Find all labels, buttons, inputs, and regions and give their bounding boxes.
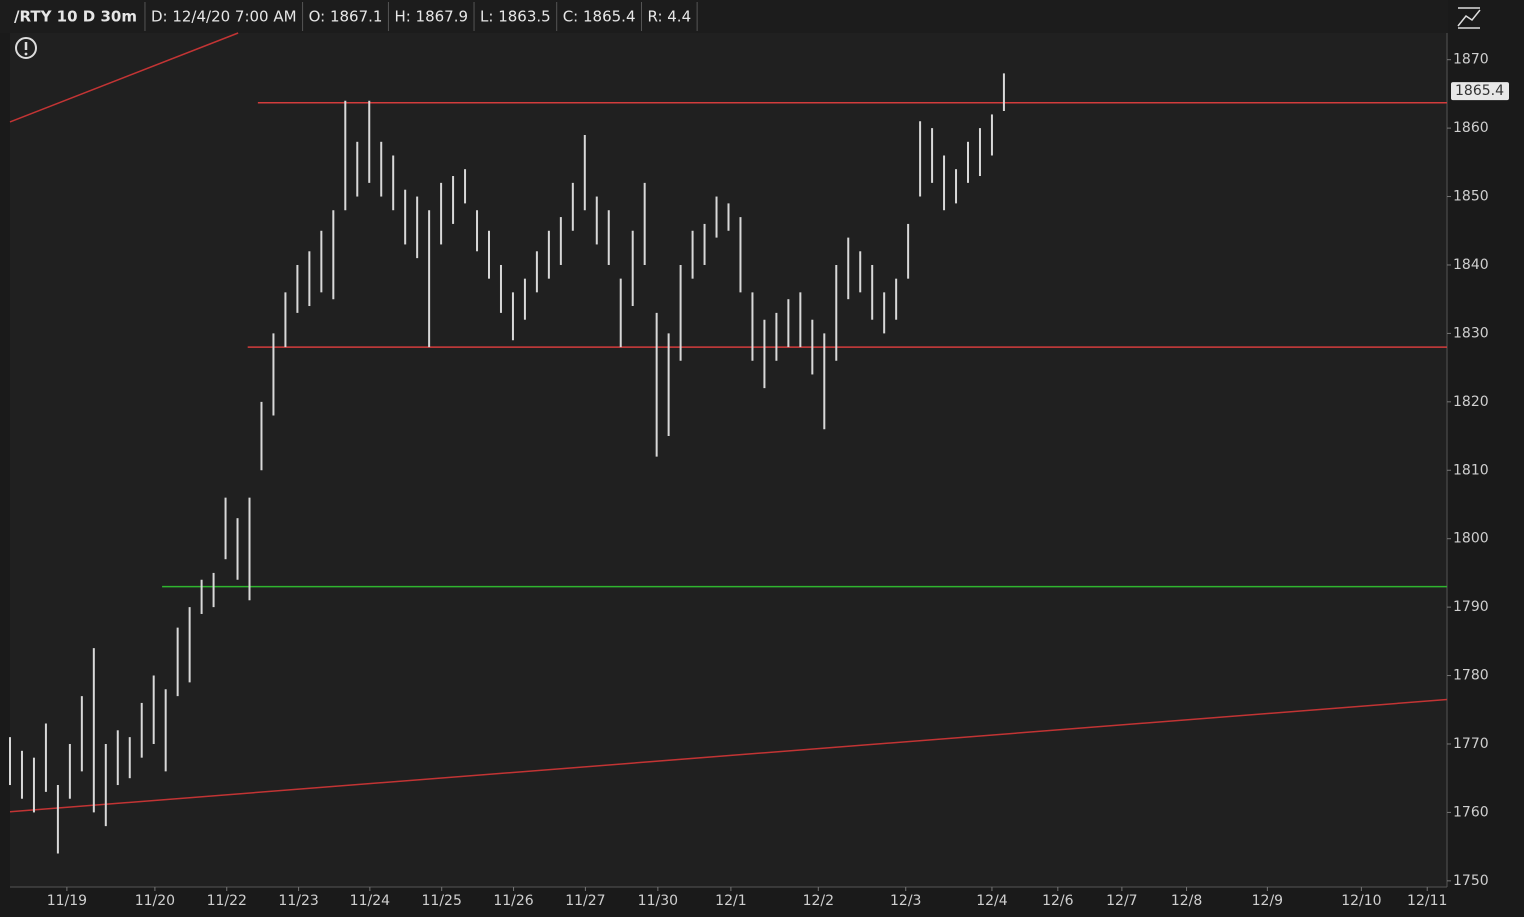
x-tick-label: 12/11 xyxy=(1407,893,1447,909)
header-info: R: 4.4 xyxy=(647,8,691,26)
y-tick-label: 1860 xyxy=(1453,120,1489,136)
x-tick-label: 12/4 xyxy=(976,893,1008,909)
style-icon[interactable] xyxy=(1457,7,1481,29)
header-info: D: 12/4/20 7:00 AM xyxy=(151,8,297,26)
y-tick-label: 1790 xyxy=(1453,599,1489,615)
x-tick-label: 12/10 xyxy=(1341,893,1381,909)
header-bar xyxy=(0,0,1448,33)
x-tick-label: 11/26 xyxy=(493,893,533,909)
x-tick-label: 12/7 xyxy=(1106,893,1137,909)
symbol: /RTY 10 D 30m xyxy=(14,8,137,26)
x-tick-label: 11/20 xyxy=(135,893,175,909)
last-price-box xyxy=(1451,82,1509,101)
study-line xyxy=(9,698,1448,813)
x-tick-label: 11/19 xyxy=(47,893,87,909)
alert-dot xyxy=(24,52,28,56)
x-tick-label: 12/6 xyxy=(1042,893,1074,909)
header-info: H: 1867.9 xyxy=(394,8,468,26)
x-tick-label: 12/9 xyxy=(1252,893,1283,909)
y-tick-label: 1780 xyxy=(1453,668,1489,684)
y-tick-label: 1760 xyxy=(1453,804,1489,820)
x-tick-label: 12/3 xyxy=(890,893,921,909)
x-tick-label: 12/2 xyxy=(803,893,834,909)
y-tick-label: 1750 xyxy=(1453,873,1489,889)
y-tick-label: 1850 xyxy=(1453,189,1489,205)
x-tick-label: 11/22 xyxy=(207,893,247,909)
y-tick-label: 1830 xyxy=(1453,325,1489,341)
y-tick-label: 1820 xyxy=(1453,394,1489,410)
y-tick-label: 1800 xyxy=(1453,531,1489,547)
header-info: C: 1865.4 xyxy=(563,8,636,26)
alert-icon[interactable] xyxy=(15,37,37,59)
x-tick-label: 11/24 xyxy=(350,893,390,909)
x-tick-label: 12/8 xyxy=(1171,893,1202,909)
x-tick-label: 12/1 xyxy=(715,893,746,909)
x-tick-label: 11/27 xyxy=(565,893,605,909)
y-tick-label: 1840 xyxy=(1453,257,1489,273)
y-tick-label: 1770 xyxy=(1453,736,1489,752)
y-tick-label: 1810 xyxy=(1453,462,1489,478)
header-info: O: 1867.1 xyxy=(309,8,383,26)
plot-area xyxy=(10,33,1447,887)
header-info: L: 1863.5 xyxy=(480,8,551,26)
study-line xyxy=(9,32,239,123)
x-tick-label: 11/25 xyxy=(422,893,462,909)
y-tick-label: 1870 xyxy=(1453,52,1489,68)
x-tick-label: 11/30 xyxy=(638,893,678,909)
x-tick-label: 11/23 xyxy=(278,893,318,909)
last-price-label: 1865.4 xyxy=(1455,83,1504,99)
